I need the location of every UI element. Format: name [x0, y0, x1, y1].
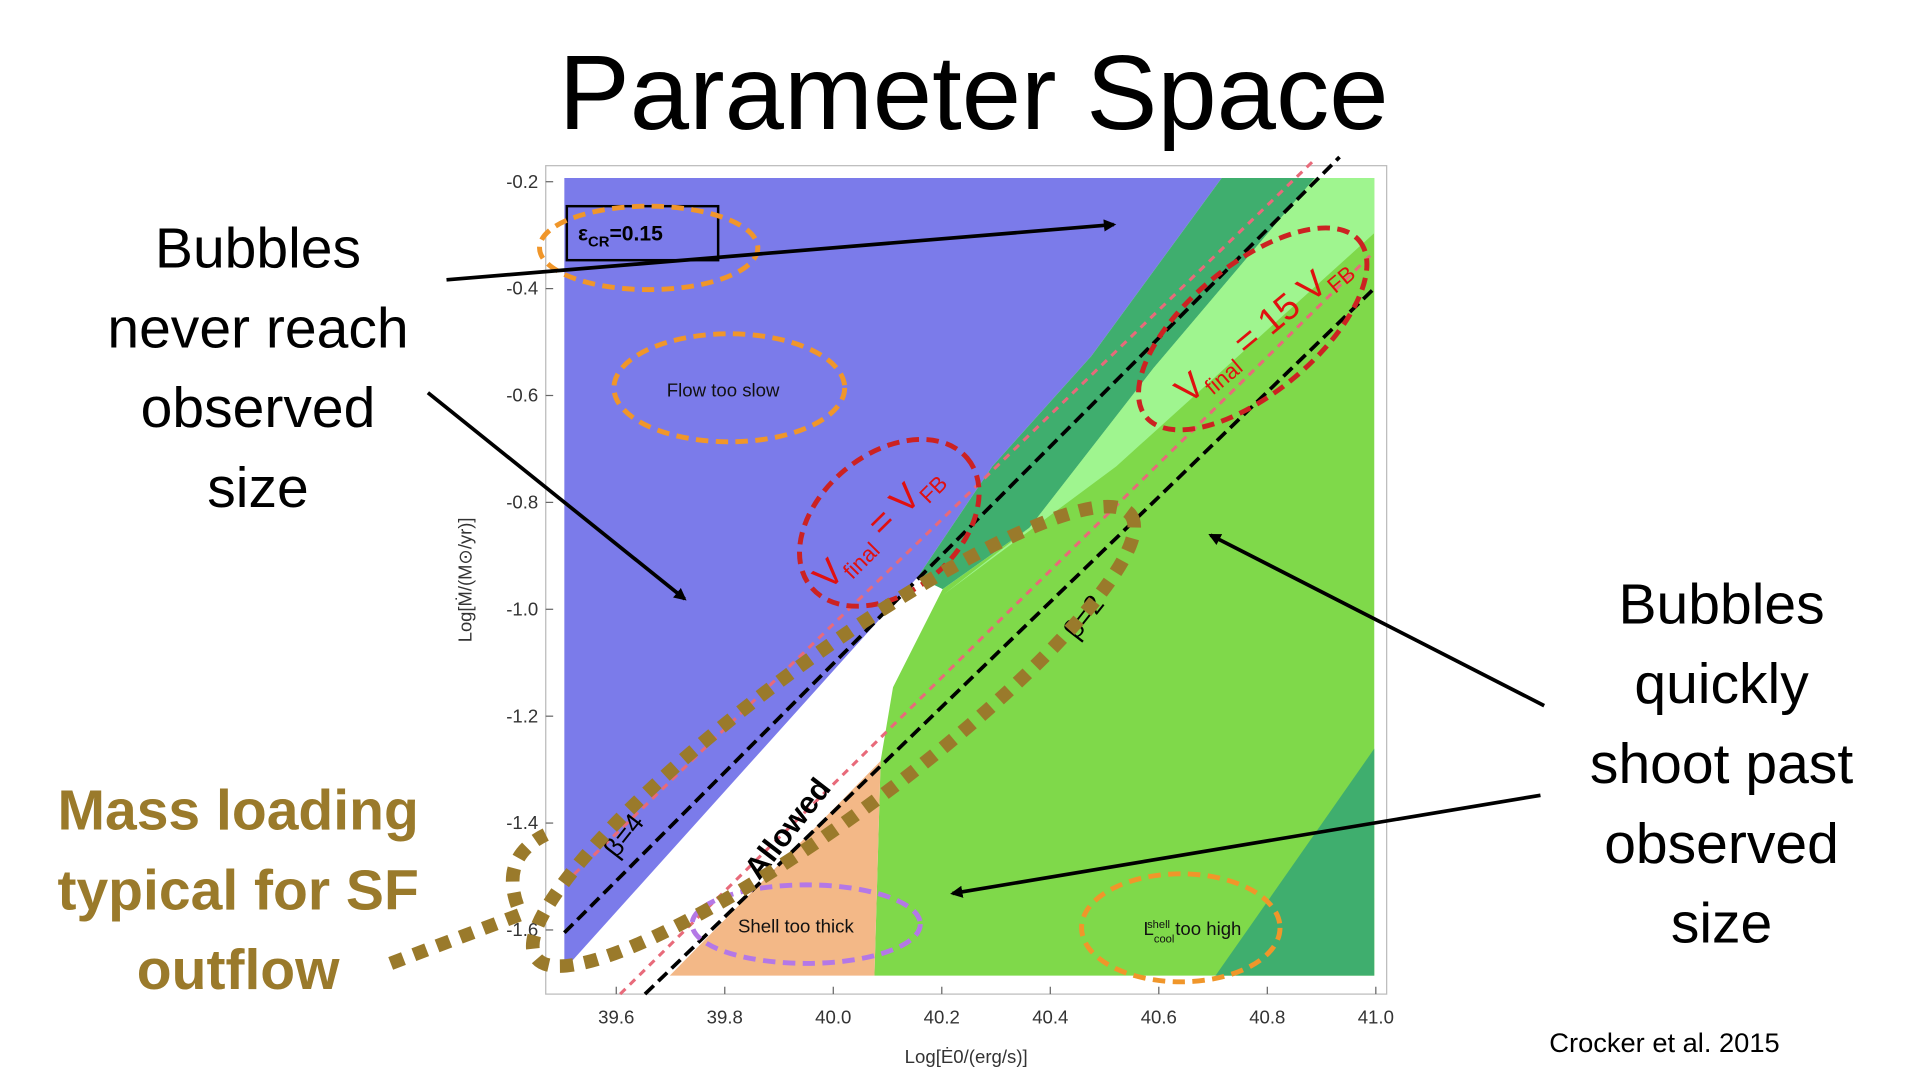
left-note-line: observed [141, 377, 376, 440]
mass-note-line: outflow [137, 939, 341, 1002]
mass-highlight [388, 499, 1142, 973]
axes: 39.6 39.8 40.0 40.2 40.4 40.6 40.8 41.0-1.6-1.4… [454, 171, 1394, 1067]
arrow [446, 219, 1117, 282]
vfb-line [563, 158, 1316, 885]
left-note-line: Bubbles [155, 218, 361, 281]
arrow [1208, 533, 1546, 708]
y-tick-label: -1.0 [506, 599, 538, 620]
flow-slow-label: Flow too slow [667, 379, 780, 400]
left-note-line: size [207, 457, 308, 520]
right-note-line: size [1671, 893, 1772, 956]
x-tick-label: 40.6 [1141, 1007, 1177, 1028]
lcool-sup: shell [1147, 919, 1170, 931]
plot-regions [545, 155, 1388, 996]
y-tick-label: -0.6 [506, 385, 538, 406]
lcool-sub: cool [1154, 934, 1174, 946]
right-note-line: quickly [1634, 653, 1809, 716]
x-tick-label: 39.6 [598, 1007, 634, 1028]
eps-ellipse [537, 203, 761, 293]
x-tick-label: 40.0 [815, 1007, 851, 1028]
region-teal [917, 177, 1315, 590]
y-tick-label: -1.4 [506, 812, 538, 833]
beta4-line [563, 155, 1341, 935]
y-tick-label: -0.8 [506, 492, 538, 513]
right-note-line: Bubbles [1618, 574, 1824, 637]
shell-thick-label: Shell too thick [738, 916, 855, 937]
lcool-rest: too high [1170, 918, 1241, 939]
mass-pointer [388, 828, 550, 970]
mass-note-line: typical for SF [57, 860, 418, 923]
right-note-line: shoot past [1590, 733, 1853, 796]
y-tick-label: -0.2 [506, 171, 538, 192]
arrow [426, 391, 687, 601]
right-note-line: observed [1604, 813, 1839, 876]
slide-title: Parameter Space [559, 34, 1389, 151]
eps-sym: ε [578, 223, 588, 246]
mass-note-line: Mass loading [57, 780, 418, 843]
highlights [537, 203, 1370, 985]
x-tick-label: 40.8 [1249, 1007, 1285, 1028]
arrow [950, 793, 1541, 898]
arrows [426, 219, 1546, 898]
v15-ellipse [1136, 225, 1370, 433]
x-axis-label: Log[Ė0/(erg/s)] [905, 1046, 1028, 1067]
y-axis-label: Log[Ṁ/(M⊙/yr)] [454, 517, 475, 642]
x-tick-label: 41.0 [1358, 1007, 1394, 1028]
region-teal-corner [1215, 748, 1375, 976]
eps-val: =0.15 [609, 223, 663, 246]
region-fast [874, 177, 1375, 976]
left-note-line: never reach [107, 298, 408, 361]
mass-ellipse [525, 499, 1142, 973]
x-tick-label: 40.2 [924, 1007, 960, 1028]
shell-ellipse [689, 882, 923, 966]
citation: Crocker et al. 2015 [1549, 1027, 1779, 1058]
region-light [942, 177, 1375, 596]
vfb-ellipse [797, 436, 982, 609]
region-thick [669, 760, 881, 976]
y-tick-label: -0.4 [506, 278, 538, 299]
lcool-ellipse [1079, 871, 1283, 985]
region-slow [564, 177, 1222, 970]
eps-label: εCR=0.15 [578, 223, 663, 251]
notes: Bubbles never reach observed size Bubbles qui… [57, 218, 1853, 1002]
lcool-sym: L [1144, 918, 1154, 939]
x-tick-label: 39.8 [707, 1007, 743, 1028]
y-tick-label: -1.2 [506, 705, 538, 726]
x-tick-label: 40.4 [1032, 1007, 1068, 1028]
flow-ellipse [611, 331, 848, 445]
lcool-label: Lcool shell too high [1144, 918, 1242, 945]
eps-sub: CR [588, 235, 610, 251]
